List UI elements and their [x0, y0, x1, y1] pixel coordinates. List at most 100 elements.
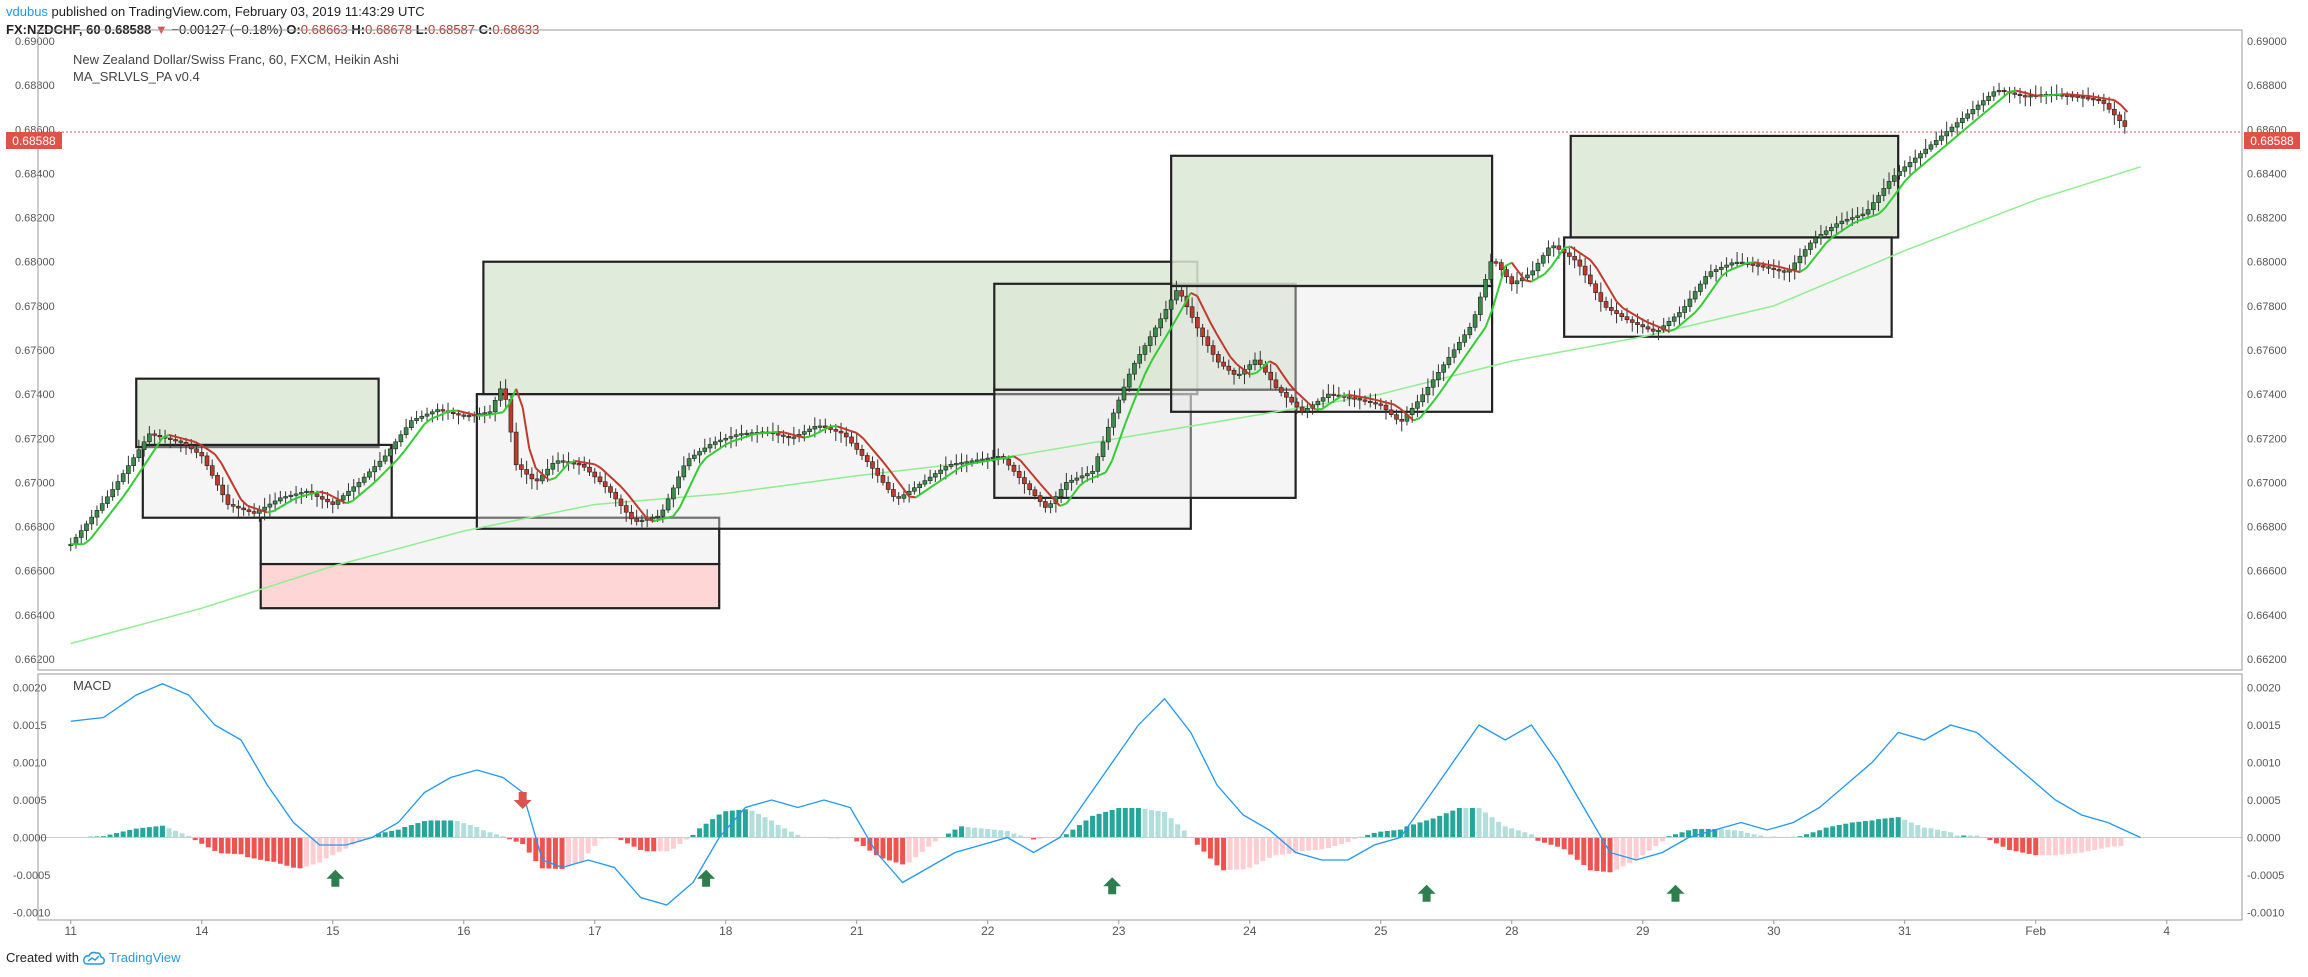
histogram-bar: [1352, 837, 1358, 839]
histogram-bar: [2020, 837, 2026, 853]
fast-ma-segment: [1373, 398, 1381, 403]
fast-ma-segment: [188, 439, 196, 443]
fast-ma-segment: [1740, 261, 1748, 267]
author-link[interactable]: vdubus: [6, 4, 48, 19]
fast-ma-segment: [2088, 94, 2095, 98]
candle-body: [361, 476, 367, 483]
candle-body: [524, 469, 529, 475]
candle-body: [744, 432, 750, 436]
candle: [1043, 498, 1048, 513]
fast-ma-segment: [1216, 334, 1225, 347]
fast-ma-segment: [1347, 393, 1355, 397]
candle-body: [859, 449, 865, 456]
candle-body: [435, 409, 440, 413]
histogram-bar: [723, 811, 729, 838]
candle: [1871, 194, 1876, 217]
candle-body: [665, 498, 671, 511]
histogram-bar: [1037, 837, 1043, 839]
price-tick-left: 0.66600: [15, 566, 55, 578]
histogram-bar: [1496, 821, 1502, 838]
fast-ma-segment: [1700, 294, 1710, 306]
candle: [1844, 211, 1850, 225]
histogram-bar: [159, 825, 165, 838]
fast-ma-segment: [397, 449, 406, 460]
histogram-bar: [1253, 837, 1259, 865]
histogram-bar: [1450, 810, 1456, 838]
candle: [419, 410, 425, 422]
candle-body: [78, 530, 84, 538]
candle-body: [1656, 329, 1661, 332]
candle: [1132, 360, 1137, 381]
candle-body: [1609, 307, 1614, 311]
histogram-bar: [284, 837, 290, 866]
candle-body: [1918, 153, 1923, 159]
candle-body: [1850, 217, 1855, 220]
candle: [471, 411, 477, 423]
fast-ma-segment: [836, 425, 844, 430]
fast-ma-segment: [1845, 222, 1853, 230]
histogram-bar: [500, 836, 506, 838]
candle-body: [246, 509, 252, 512]
fast-ma-segment: [718, 443, 727, 450]
candle-body: [461, 414, 467, 417]
candle: [346, 483, 351, 504]
candle-body: [1582, 265, 1588, 276]
fast-ma-segment: [626, 493, 635, 503]
candle-body: [1771, 267, 1777, 270]
fast-ma-segment: [1510, 262, 1520, 273]
fast-ma-segment: [2048, 93, 2056, 97]
histogram-bar: [1928, 828, 1934, 838]
fast-ma-segment: [2113, 99, 2122, 106]
candle-body: [807, 428, 812, 432]
candle: [823, 418, 828, 434]
candle-body: [529, 473, 535, 480]
candle: [1462, 329, 1467, 347]
fast-ma-segment: [1294, 390, 1303, 398]
candle-body: [1829, 226, 1834, 232]
candle: [398, 430, 404, 447]
candle: [1121, 378, 1127, 404]
histogram-bar: [408, 825, 414, 838]
candle-body: [1986, 95, 1991, 101]
histogram-bar: [1718, 828, 1724, 838]
histogram-bar: [972, 827, 978, 838]
candle-body: [1362, 399, 1368, 402]
candle: [1677, 306, 1682, 327]
candle: [1352, 390, 1357, 408]
fast-ma-segment: [1078, 479, 1087, 487]
candle-body: [1383, 404, 1389, 411]
candle-body: [1137, 354, 1143, 364]
histogram-bar: [2118, 837, 2124, 847]
histogram-bar: [756, 813, 761, 838]
candle-body: [1394, 414, 1399, 420]
histogram-bar: [1175, 824, 1181, 838]
candle-body: [283, 496, 288, 499]
histogram-bar: [1804, 834, 1809, 838]
candle-body: [1483, 279, 1488, 298]
candle-body: [1813, 237, 1818, 244]
candle-body: [1388, 409, 1394, 415]
histogram-bar: [1987, 837, 1993, 841]
fast-ma-segment: [1943, 140, 1952, 148]
candle-body: [393, 441, 398, 450]
zone-resistance-0: [135, 377, 380, 449]
histogram-bar: [1862, 821, 1868, 838]
histogram-bar: [860, 837, 866, 847]
histogram-bar: [625, 837, 630, 844]
candle-body: [1593, 283, 1598, 293]
histogram-bar: [389, 830, 395, 838]
candle-body: [1320, 397, 1326, 402]
candle-body: [204, 455, 210, 466]
candle: [1614, 302, 1619, 324]
histogram-bar: [880, 837, 886, 859]
candle-body: [199, 452, 205, 457]
candle: [1818, 225, 1824, 245]
histogram-bar: [1627, 837, 1633, 864]
candle-body: [241, 507, 246, 511]
candle-body: [2101, 99, 2107, 104]
tradingview-brand[interactable]: TradingView: [108, 950, 181, 965]
candle-body: [660, 509, 666, 517]
candle-body: [126, 465, 131, 474]
candle-body: [1210, 345, 1216, 355]
